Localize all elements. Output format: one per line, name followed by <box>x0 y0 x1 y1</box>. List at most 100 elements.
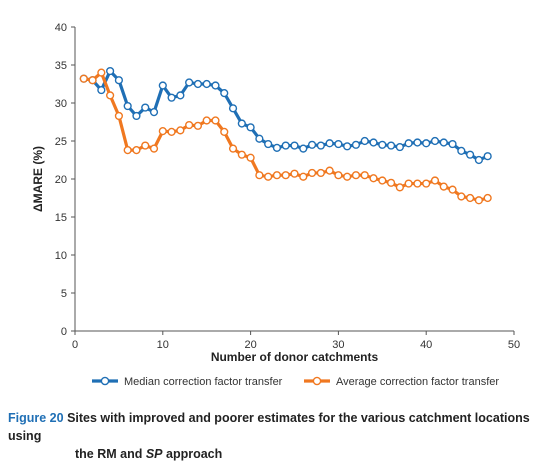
data-point-median <box>483 152 492 161</box>
data-point-average <box>474 196 483 205</box>
figure-label: Figure 20 <box>8 411 64 425</box>
x-tick-label: 20 <box>244 339 256 351</box>
data-point-median <box>193 79 203 89</box>
x-axis-label: Number of donor catchments <box>211 350 379 364</box>
data-point-average <box>132 146 141 155</box>
line-chart: 0 5 10 15 20 25 30 35 40 0 10 20 30 40 50 Number of don… <box>31 22 520 388</box>
data-point-median <box>97 85 106 95</box>
y-tick-label: 0 <box>61 326 67 338</box>
chart-figure: 0 5 10 15 20 25 30 35 40 0 10 20 30 40 50 Number of don… <box>8 22 530 461</box>
data-point-median <box>404 139 413 148</box>
data-point-average <box>264 172 273 181</box>
data-point-median <box>369 138 378 147</box>
x-tick-label: 10 <box>157 339 169 351</box>
data-point-median <box>307 140 317 149</box>
data-point-average <box>439 182 448 191</box>
data-point-average <box>149 144 159 153</box>
data-point-median <box>430 136 440 146</box>
data-point-median <box>413 138 422 147</box>
data-point-median <box>202 79 211 89</box>
data-point-average <box>97 68 106 77</box>
data-point-average <box>360 171 369 180</box>
data-point-median <box>228 104 238 113</box>
data-point-average <box>466 193 475 203</box>
y-tick-label: 5 <box>61 288 67 300</box>
caption-text-line2-em: SP <box>145 447 163 461</box>
data-point-average <box>114 111 124 121</box>
data-point-average <box>422 179 431 188</box>
data-point-average <box>386 178 396 187</box>
caption-line2: the RM and SP approach <box>8 445 540 463</box>
data-point-average <box>228 144 238 153</box>
data-point-average <box>237 150 246 159</box>
y-axis-label: ΔMARE (%) <box>31 146 45 212</box>
y-tick-label: 25 <box>55 136 67 148</box>
caption-text-line1: Sites with improved and poorer estimates… <box>8 411 530 443</box>
caption-text-line2-pre: the RM and <box>75 447 146 461</box>
data-point-median <box>246 123 255 132</box>
data-point-average <box>255 171 264 180</box>
data-point-median <box>290 141 299 150</box>
data-point-average <box>88 76 97 85</box>
data-point-average <box>343 172 352 181</box>
y-tick-label: 10 <box>55 250 67 262</box>
data-point-average <box>299 172 308 181</box>
data-point-median <box>211 81 220 90</box>
data-point-median <box>422 139 431 148</box>
data-point-average <box>413 179 422 188</box>
data-point-median <box>386 141 396 150</box>
data-point-median <box>176 91 185 100</box>
data-point-average <box>316 168 325 178</box>
data-point-average <box>378 176 387 185</box>
data-point-median <box>272 143 282 152</box>
data-point-average <box>290 169 299 178</box>
x-tick-label: 0 <box>72 339 78 351</box>
data-point-median <box>474 155 483 165</box>
data-point-median <box>351 140 361 149</box>
data-point-average <box>185 120 194 130</box>
x-tick-label: 50 <box>508 339 520 351</box>
data-point-average <box>483 193 492 203</box>
data-point-median <box>132 111 141 121</box>
data-point-average <box>79 74 88 83</box>
data-point-median <box>466 150 475 159</box>
data-point-average <box>325 166 334 175</box>
data-point-average <box>123 146 132 155</box>
data-point-median <box>281 141 290 150</box>
data-point-average <box>106 91 115 100</box>
legend-label: Median correction factor transfer <box>124 376 283 388</box>
data-point-average <box>307 168 317 178</box>
data-point-median <box>185 78 194 87</box>
legend-swatch-marker <box>312 376 322 386</box>
data-point-average <box>430 176 440 185</box>
data-point-median <box>299 144 308 153</box>
data-point-median <box>378 140 387 149</box>
data-point-average <box>167 127 176 136</box>
x-tick-label: 40 <box>420 339 432 351</box>
data-point-median <box>316 141 325 150</box>
data-point-median <box>114 76 124 85</box>
data-point-average <box>369 174 378 183</box>
data-point-median <box>343 142 352 151</box>
legend-label: Average correction factor transfer <box>336 376 499 388</box>
data-point-median <box>334 139 343 149</box>
data-point-median <box>149 108 159 117</box>
data-point-average <box>246 153 255 162</box>
data-point-median <box>220 89 229 98</box>
data-point-median <box>106 66 115 76</box>
data-point-median <box>395 142 404 152</box>
data-point-median <box>141 103 150 112</box>
y-tick-label: 30 <box>55 98 67 110</box>
data-point-average <box>351 171 361 180</box>
data-point-median <box>325 139 334 148</box>
caption-text-line2-post: approach <box>162 447 223 461</box>
data-point-average <box>457 192 466 201</box>
data-point-median <box>448 139 457 149</box>
data-point-median <box>123 101 132 111</box>
data-point-median <box>439 138 448 147</box>
data-point-median <box>237 119 246 128</box>
data-point-average <box>176 126 185 135</box>
y-tick-label: 35 <box>55 60 67 72</box>
data-point-average <box>220 127 229 136</box>
figure-caption: Figure 20 Sites with improved and poorer… <box>8 409 540 463</box>
